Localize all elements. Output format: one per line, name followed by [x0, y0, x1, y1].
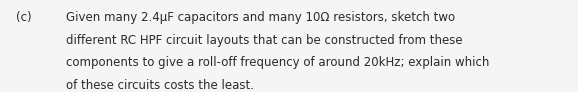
Text: different RC HPF circuit layouts that can be constructed from these: different RC HPF circuit layouts that ca… — [66, 34, 463, 47]
Text: of these circuits costs the least.: of these circuits costs the least. — [66, 79, 254, 92]
Text: Given many 2.4μF capacitors and many 10Ω resistors, sketch two: Given many 2.4μF capacitors and many 10Ω… — [66, 11, 455, 24]
Text: (c): (c) — [16, 11, 32, 24]
Text: components to give a roll-off frequency of around 20kHz; explain which: components to give a roll-off frequency … — [66, 56, 490, 69]
